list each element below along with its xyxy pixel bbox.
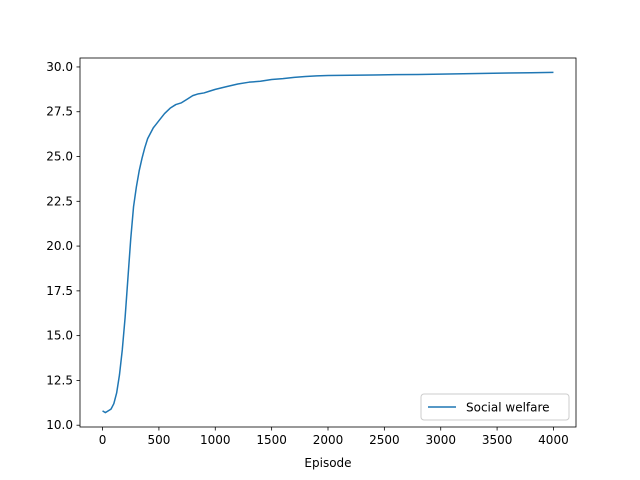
x-tick-label: 4000 (538, 433, 569, 447)
y-tick-label: 20.0 (46, 239, 73, 253)
y-tick-label: 17.5 (46, 284, 73, 298)
y-axis-ticks: 10.0 12.5 15.0 17.5 20.0 22.5 25.0 27.5 30.0 (46, 60, 80, 432)
x-axis-label: Episode (304, 456, 351, 470)
y-tick-label: 22.5 (46, 194, 73, 208)
legend-box (420, 393, 570, 421)
x-tick-label: 2000 (313, 433, 344, 447)
y-tick-label: 25.0 (46, 150, 73, 164)
legend: Social welfare (420, 393, 570, 421)
x-tick-label: 1500 (256, 433, 287, 447)
x-tick-label: 3500 (482, 433, 513, 447)
series-layer (102, 71, 554, 414)
x-tick-label: 500 (147, 433, 170, 447)
x-tick-label: 2500 (369, 433, 400, 447)
x-tick-label: 3000 (425, 433, 456, 447)
y-tick-label: 10.0 (46, 418, 73, 432)
x-tick-label: 0 (99, 433, 107, 447)
y-tick-label: 12.5 (46, 373, 73, 387)
plot-frame (79, 57, 577, 428)
y-tick-label: 27.5 (46, 105, 73, 119)
series-line-0 (102, 71, 554, 414)
y-tick-label: 30.0 (46, 60, 73, 74)
x-axis-ticks: 0 500 1000 1500 2000 2500 3000 3500 4000 (99, 427, 569, 447)
legend-label-social-welfare: Social welfare (466, 401, 550, 415)
x-tick-label: 1000 (200, 433, 231, 447)
y-tick-label: 15.0 (46, 329, 73, 343)
plot-area (80, 58, 576, 427)
